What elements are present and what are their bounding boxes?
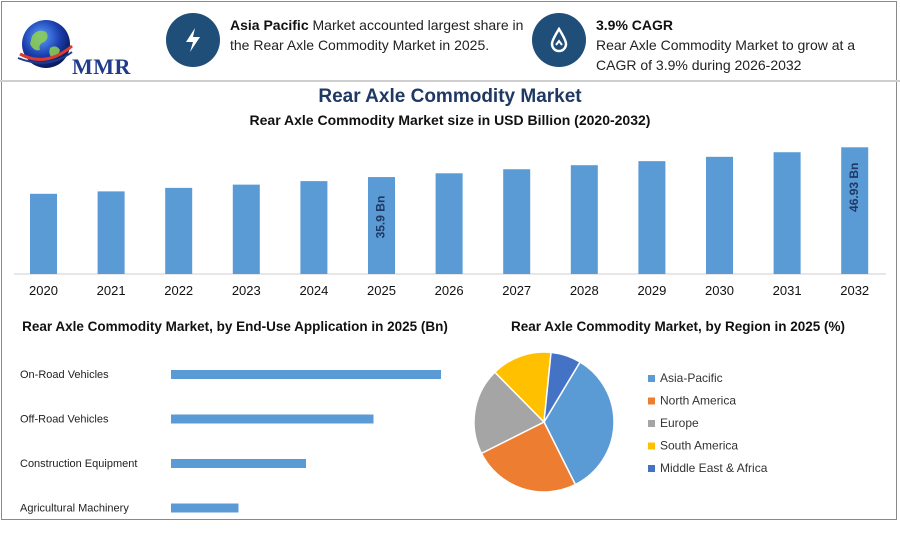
data-label: 35.9 Bn bbox=[374, 196, 388, 239]
info-cagr: 3.9% CAGR Rear Axle Commodity Market to … bbox=[596, 15, 886, 75]
x-tick-label: 2023 bbox=[232, 283, 261, 298]
legend-label: Middle East & Africa bbox=[660, 461, 768, 475]
legend-label: North America bbox=[660, 394, 736, 408]
end-use-bar-chart: On-Road Vehicles Off-Road Vehicles Constru… bbox=[20, 369, 441, 515]
info-text: Market accounted largest share in the Re… bbox=[230, 17, 524, 53]
legend-label: South America bbox=[660, 439, 738, 453]
bar-2029 bbox=[638, 161, 666, 274]
x-tick-label: 2028 bbox=[570, 283, 599, 298]
x-tick-label: 2031 bbox=[773, 283, 802, 298]
region-pie-chart: Asia-Pacific North America Europe South Ame… bbox=[473, 351, 768, 493]
market-size-bar-chart: 2020 2021 2022 2023 2024 2025 35.9 Bn 2026 2027 2… bbox=[14, 147, 886, 298]
legend-label: Europe bbox=[660, 416, 699, 430]
hbar-2 bbox=[171, 459, 306, 468]
x-tick-label: 2024 bbox=[299, 283, 328, 298]
page-frame bbox=[1, 1, 897, 520]
x-tick-label: 2021 bbox=[97, 283, 126, 298]
hbar-1 bbox=[171, 414, 374, 424]
info-bold: 3.9% CAGR bbox=[596, 17, 674, 33]
logo-text: MMR bbox=[72, 54, 131, 79]
bar-2026 bbox=[435, 173, 463, 274]
legend-swatch bbox=[648, 442, 655, 450]
pie-slice-1 bbox=[480, 420, 577, 493]
pie-slice-0 bbox=[543, 360, 615, 486]
legend-swatch bbox=[648, 375, 655, 382]
hbar-3 bbox=[171, 503, 239, 513]
info-bold: Asia Pacific bbox=[230, 17, 309, 33]
x-tick-label: 2020 bbox=[29, 283, 58, 298]
category-label: On-Road Vehicles bbox=[20, 369, 109, 381]
info-asia-pacific: Asia Pacific Market accounted largest sh… bbox=[230, 15, 530, 55]
category-label: Off-Road Vehicles bbox=[20, 414, 109, 426]
category-label: Agricultural Machinery bbox=[20, 503, 129, 515]
bar-2021 bbox=[97, 191, 125, 274]
legend-swatch bbox=[648, 465, 655, 472]
bar-2032 bbox=[841, 147, 869, 274]
pie-slice-4 bbox=[543, 351, 582, 423]
info-text: Rear Axle Commodity Market to grow at a … bbox=[596, 37, 856, 73]
x-tick-label: 2030 bbox=[705, 283, 734, 298]
bar-2028 bbox=[570, 165, 598, 274]
bar-2025 bbox=[368, 177, 395, 274]
bar-2023 bbox=[232, 184, 260, 274]
x-tick-label: 2025 bbox=[367, 283, 396, 298]
legend-swatch bbox=[648, 420, 655, 427]
x-tick-label: 2027 bbox=[502, 283, 531, 298]
page-title: Rear Axle Commodity Market bbox=[318, 86, 582, 107]
globe-icon bbox=[17, 20, 73, 68]
growth-drop-icon bbox=[532, 13, 586, 67]
x-tick-label: 2032 bbox=[840, 283, 869, 298]
end-use-chart-title: Rear Axle Commodity Market, by End-Use A… bbox=[22, 319, 448, 334]
mmr-logo: MMR bbox=[14, 14, 144, 79]
bar-2020 bbox=[30, 193, 57, 274]
x-tick-label: 2026 bbox=[435, 283, 464, 298]
legend-label: Asia-Pacific bbox=[660, 371, 723, 385]
chart-subtitle: Rear Axle Commodity Market size in USD B… bbox=[249, 112, 651, 128]
legend-swatch bbox=[648, 397, 655, 405]
category-label: Construction Equipment bbox=[20, 458, 137, 470]
bar-2030 bbox=[706, 156, 733, 274]
bar-2027 bbox=[503, 169, 531, 274]
x-tick-label: 2022 bbox=[164, 283, 193, 298]
hbar-0 bbox=[171, 370, 441, 379]
bar-2024 bbox=[300, 181, 328, 274]
pie-slice-3 bbox=[493, 351, 552, 424]
region-chart-title: Rear Axle Commodity Market, by Region in… bbox=[510, 319, 846, 334]
divider bbox=[0, 80, 900, 82]
lightning-icon bbox=[166, 13, 220, 67]
bar-2022 bbox=[165, 187, 193, 274]
data-label: 46.93 Bn bbox=[847, 163, 861, 212]
pie-slice-2 bbox=[473, 371, 546, 455]
bar-2031 bbox=[773, 152, 801, 274]
x-tick-label: 2029 bbox=[637, 283, 666, 298]
